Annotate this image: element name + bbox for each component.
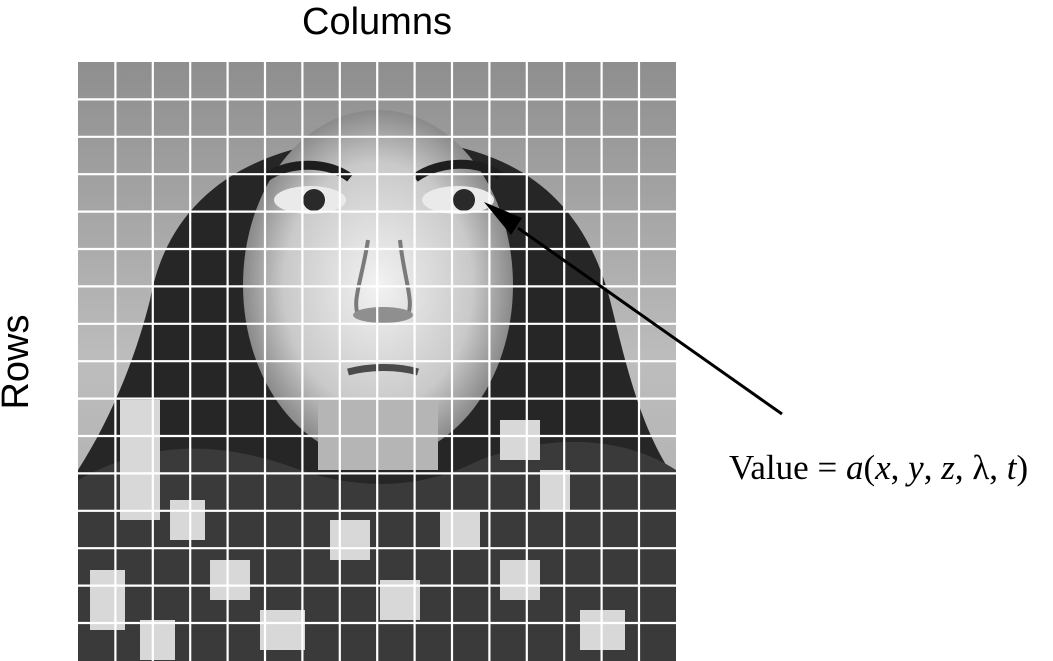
pixel-pointer-arrow bbox=[484, 202, 783, 416]
formula-lambda: λ bbox=[972, 448, 990, 487]
pixel-value-formula: Value = a(x, y, z, λ, t) bbox=[729, 448, 1028, 488]
mouth bbox=[347, 364, 420, 376]
formula-y: y bbox=[908, 448, 924, 487]
grid-lines bbox=[78, 62, 676, 661]
formula-z: z bbox=[941, 448, 955, 487]
columns-axis-label: Columns bbox=[302, 1, 452, 43]
formula-close-paren: ) bbox=[1016, 448, 1029, 487]
arrow-head bbox=[484, 202, 522, 235]
formula-t: t bbox=[1006, 448, 1017, 487]
formula-x: x bbox=[875, 448, 891, 487]
formula-sep-3: , bbox=[954, 448, 973, 487]
formula-open-paren: ( bbox=[863, 448, 876, 487]
formula-sep-4: , bbox=[989, 448, 1007, 487]
formula-function: a bbox=[845, 448, 864, 487]
formula-sep-1: , bbox=[890, 448, 909, 487]
right-eye bbox=[422, 186, 494, 214]
formula-prefix: Value = bbox=[729, 448, 846, 487]
nostrils bbox=[353, 307, 413, 323]
formula-sep-2: , bbox=[923, 448, 942, 487]
left-eye bbox=[274, 186, 346, 214]
